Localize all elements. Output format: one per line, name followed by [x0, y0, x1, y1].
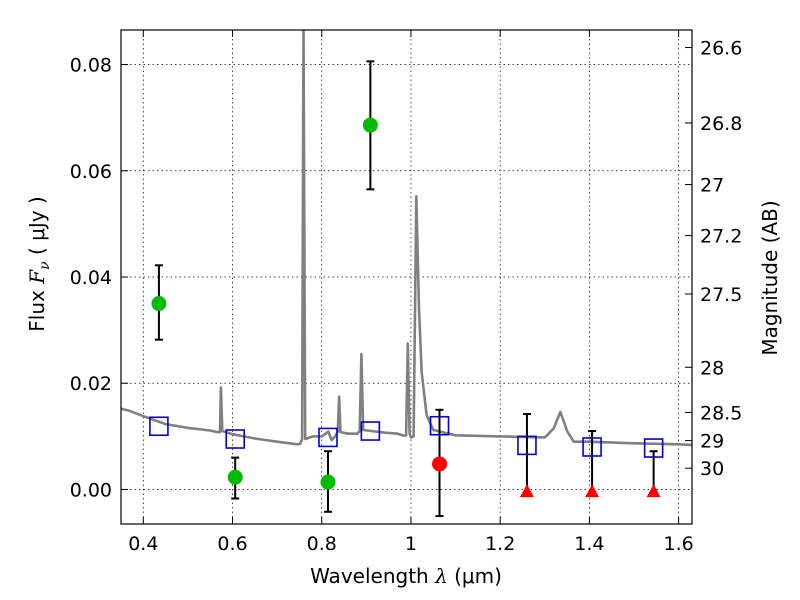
model-spectrum-line	[121, 30, 692, 447]
y-tick-label: 0.00	[70, 479, 112, 501]
x-tick-label: 1.4	[574, 533, 604, 555]
right-tick-label: 27	[700, 175, 724, 197]
upper-limit-marker	[585, 484, 600, 498]
grid	[121, 30, 692, 524]
y-tick-label: 0.08	[70, 55, 112, 77]
data-point	[151, 296, 167, 312]
right-tick-label: 29	[700, 431, 724, 453]
y-axis-label-unit: ( μJy )	[25, 196, 49, 261]
data-point	[432, 456, 448, 472]
right-tick-label: 26.6	[700, 38, 742, 60]
x-tick-label: 1	[405, 533, 417, 555]
model-photometry-marker	[318, 427, 338, 448]
data-point	[362, 117, 378, 133]
x-tick-label: 1.6	[664, 533, 694, 555]
data-point	[320, 474, 336, 490]
model-photometry-marker	[149, 416, 169, 437]
model-photometry-marker	[643, 438, 664, 458]
y-axis-label-prefix: Flux	[25, 284, 49, 332]
right-tick-label: 30	[700, 458, 724, 480]
x-tick-label: 0.4	[128, 533, 158, 555]
y-tick-label: 0.02	[70, 373, 112, 395]
upper-limit-marker	[646, 484, 661, 498]
y-axis-label-symbol: F	[25, 269, 49, 285]
data-point	[227, 469, 243, 485]
y-axis-label-subscript: ν	[37, 261, 53, 270]
model-photometry-marker	[360, 421, 381, 441]
right-tick-label: 27.2	[700, 226, 742, 248]
x-tick-label: 0.8	[307, 533, 337, 555]
model-photometry-marker	[225, 429, 245, 449]
upper-limit-marker	[519, 484, 534, 498]
right-tick-label: 28.5	[700, 402, 742, 424]
ticks: 0.4 0.6 0.8 1 1.2 1.4 1.6 0.00 0.02 0.04 0.06 0.08 2…	[70, 30, 742, 555]
y-tick-label: 0.06	[70, 161, 112, 183]
x-axis-label-symbol: λ	[434, 564, 448, 588]
x-tick-label: 0.6	[217, 533, 247, 555]
right-tick-label: 28	[700, 357, 724, 379]
x-axis-label: Wavelength λ (μm)	[310, 564, 502, 588]
model-photometry-marker	[517, 435, 537, 456]
right-tick-label: 27.5	[700, 284, 742, 306]
right-tick-label: 26.8	[700, 113, 742, 135]
plot-data	[121, 30, 692, 518]
right-axis-label: Magnitude (AB)	[758, 200, 782, 355]
x-tick-label: 1.2	[485, 533, 515, 555]
model-photometry-marker	[429, 415, 450, 436]
y-axis-label: Flux Fν ( μJy )	[25, 196, 53, 331]
model-photometry-marker	[582, 437, 602, 457]
x-axis-label-unit: (μm)	[448, 564, 502, 588]
y-tick-label: 0.04	[70, 267, 112, 289]
x-axis-label-prefix: Wavelength	[310, 564, 435, 588]
